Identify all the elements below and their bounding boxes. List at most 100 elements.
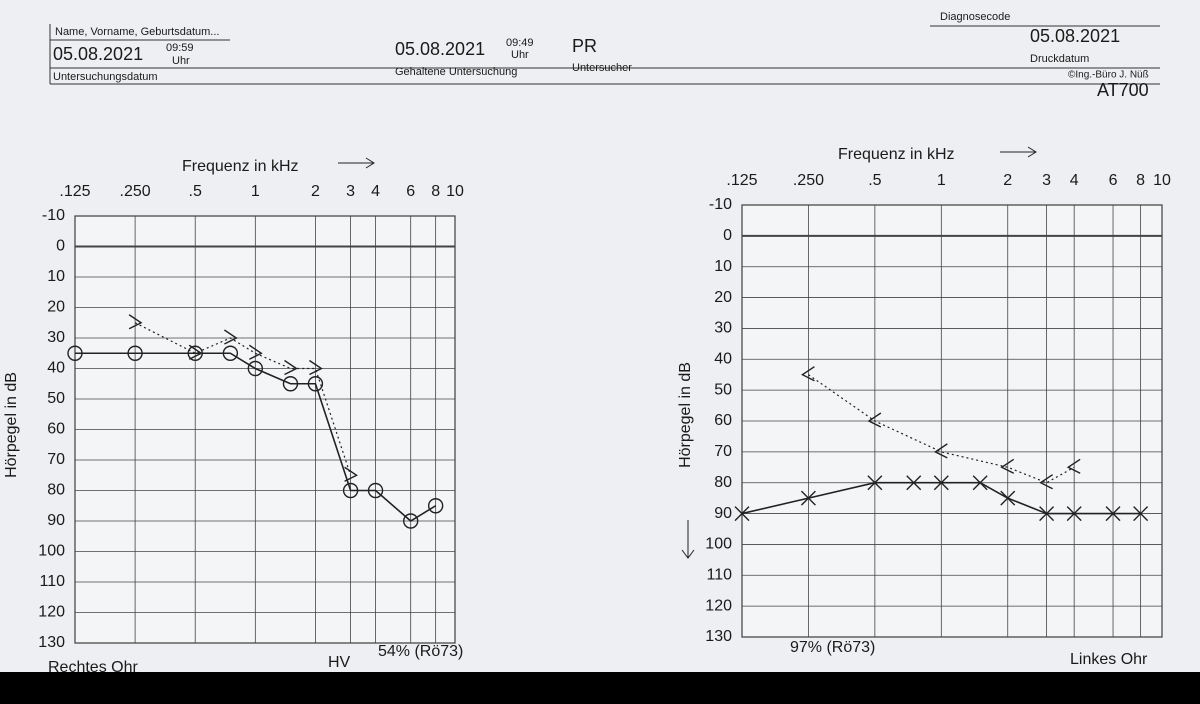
data-point <box>128 314 143 330</box>
y-tick-label: 120 <box>38 604 65 621</box>
y-tick-label: 110 <box>706 567 732 584</box>
data-point <box>1039 506 1055 522</box>
y-tick-label: 40 <box>714 351 732 368</box>
data-point <box>1000 458 1015 474</box>
data-point <box>734 506 750 522</box>
data-point <box>247 360 264 377</box>
data-point <box>307 376 324 392</box>
y-tick-label: 130 <box>38 634 65 651</box>
y-tick-label: 90 <box>714 505 732 522</box>
x-tick-label: 6 <box>1109 172 1118 189</box>
x-tick-label: .5 <box>189 183 202 200</box>
data-point <box>403 513 419 529</box>
y-tick-label: -10 <box>709 196 732 213</box>
y-axis-label: Hörpegel in dB <box>3 372 20 478</box>
examiner-label: Untersucher <box>572 62 632 74</box>
data-point <box>67 345 83 361</box>
x-tick-label: .125 <box>59 183 90 200</box>
y-tick-label: 0 <box>56 238 65 255</box>
y-tick-label: 120 <box>705 597 732 614</box>
y-tick-label: 60 <box>714 412 732 429</box>
exam-date-label: Untersuchungsdatum <box>53 71 158 83</box>
data-point <box>906 475 922 491</box>
y-tick-label: 80 <box>714 474 732 491</box>
data-point <box>1105 506 1121 522</box>
y-tick-label: -10 <box>42 207 65 224</box>
ear-label: Rechtes Ohr <box>48 659 138 676</box>
data-point <box>1000 490 1016 506</box>
y-tick-label: 10 <box>714 258 732 275</box>
held-time: 09:49 <box>506 37 534 49</box>
y-tick-label: 50 <box>47 390 65 407</box>
y-tick-label: 30 <box>47 329 65 346</box>
series-line <box>75 352 437 522</box>
data-point <box>933 475 949 491</box>
x-tick-label: 6 <box>406 183 415 200</box>
annotation: 54% (Rö73) <box>378 643 463 660</box>
y-tick-label: 130 <box>705 628 732 645</box>
x-tick-label: .125 <box>726 172 757 189</box>
x-tick-label: 4 <box>371 183 380 200</box>
copyright: ©Ing.-Büro J. Nüß <box>1068 70 1149 81</box>
data-point <box>248 344 263 360</box>
data-point <box>127 345 143 361</box>
y-tick-label: 70 <box>47 451 65 468</box>
data-point <box>800 490 816 506</box>
x-tick-label: 2 <box>1003 172 1012 189</box>
exam-time-unit: Uhr <box>172 55 190 67</box>
data-point <box>801 366 815 382</box>
x-tick-label: 8 <box>1136 172 1145 189</box>
y-tick-label: 30 <box>714 320 732 337</box>
data-point <box>222 345 239 361</box>
x-tick-label: 10 <box>1153 172 1171 189</box>
data-point <box>344 466 358 482</box>
y-tick-label: 100 <box>38 543 65 560</box>
x-tick-label: 4 <box>1070 172 1079 189</box>
y-tick-label: 60 <box>47 421 65 438</box>
black-bar <box>0 672 1200 704</box>
y-tick-label: 20 <box>714 289 732 306</box>
held-label: Gehaltene Untersuchung <box>395 66 517 78</box>
header <box>49 24 1160 85</box>
data-point <box>933 443 948 459</box>
x-tick-label: 3 <box>346 183 355 200</box>
print-date-label: Druckdatum <box>1030 53 1089 65</box>
data-point <box>867 475 883 491</box>
axis-arrow <box>338 157 375 169</box>
axis-arrow <box>1000 146 1037 158</box>
y-tick-label: 0 <box>723 227 732 244</box>
y-tick-label: 10 <box>47 268 65 285</box>
data-point <box>1066 506 1082 522</box>
y-tick-label: 50 <box>714 381 732 398</box>
y-tick-label: 40 <box>47 360 65 377</box>
x-tick-label: 1 <box>937 172 946 189</box>
ear-label: Linkes Ohr <box>1070 651 1148 668</box>
held-time-unit: Uhr <box>511 49 529 61</box>
data-point <box>309 359 323 376</box>
data-point <box>188 344 203 360</box>
x-tick-label: 2 <box>311 183 320 200</box>
examiner: PR <box>572 36 597 56</box>
y-tick-label: 20 <box>47 299 65 316</box>
diagnosis-label: Diagnosecode <box>940 11 1010 23</box>
x-axis-label: Frequenz in kHz <box>838 146 955 163</box>
data-point <box>284 359 298 376</box>
x-tick-label: .250 <box>120 183 151 200</box>
data-point <box>367 482 384 499</box>
axis-arrow <box>681 520 695 559</box>
exam-date: 05.08.2021 <box>53 44 143 64</box>
y-tick-label: 110 <box>39 573 65 590</box>
data-point <box>282 376 299 392</box>
x-tick-label: .250 <box>793 172 824 189</box>
x-tick-label: .5 <box>868 172 881 189</box>
data-point <box>1066 458 1081 474</box>
data-point <box>1039 474 1053 490</box>
data-point <box>1133 506 1149 522</box>
data-point <box>427 498 444 514</box>
print-date: 05.08.2021 <box>1030 26 1120 46</box>
device: AT700 <box>1097 80 1149 100</box>
exam-time: 09:59 <box>166 42 194 54</box>
y-tick-label: 80 <box>47 482 65 499</box>
